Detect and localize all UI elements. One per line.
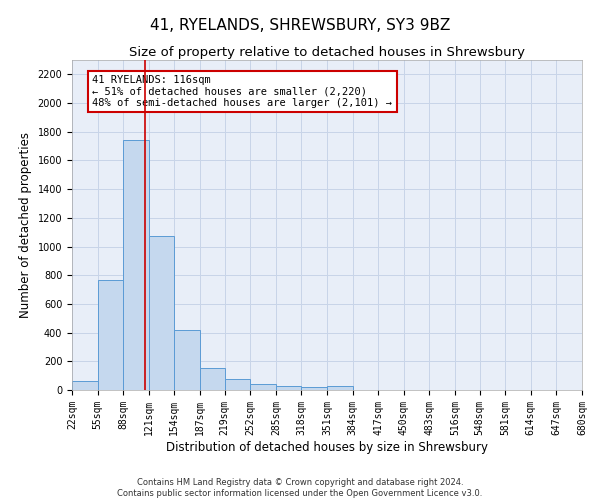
Bar (72, 382, 98, 390)
Bar (276, 386, 301, 390)
Text: Contains HM Land Registry data © Crown copyright and database right 2024.
Contai: Contains HM Land Registry data © Crown c… (118, 478, 482, 498)
Bar (200, 368, 224, 390)
Bar (98, 280, 123, 390)
Bar (250, 384, 276, 390)
Text: 41, RYELANDS, SHREWSBURY, SY3 9BZ: 41, RYELANDS, SHREWSBURY, SY3 9BZ (150, 18, 450, 32)
Y-axis label: Number of detached properties: Number of detached properties (19, 132, 32, 318)
Bar (224, 378, 250, 390)
Bar (149, 236, 175, 390)
Title: Size of property relative to detached houses in Shrewsbury: Size of property relative to detached ho… (129, 46, 525, 59)
X-axis label: Distribution of detached houses by size in Shrewsbury: Distribution of detached houses by size … (166, 440, 488, 454)
Bar (327, 386, 353, 390)
Text: 41 RYELANDS: 116sqm
← 51% of detached houses are smaller (2,220)
48% of semi-det: 41 RYELANDS: 116sqm ← 51% of detached ho… (92, 75, 392, 108)
Bar (175, 330, 200, 390)
Bar (301, 387, 327, 390)
Bar (123, 140, 149, 390)
